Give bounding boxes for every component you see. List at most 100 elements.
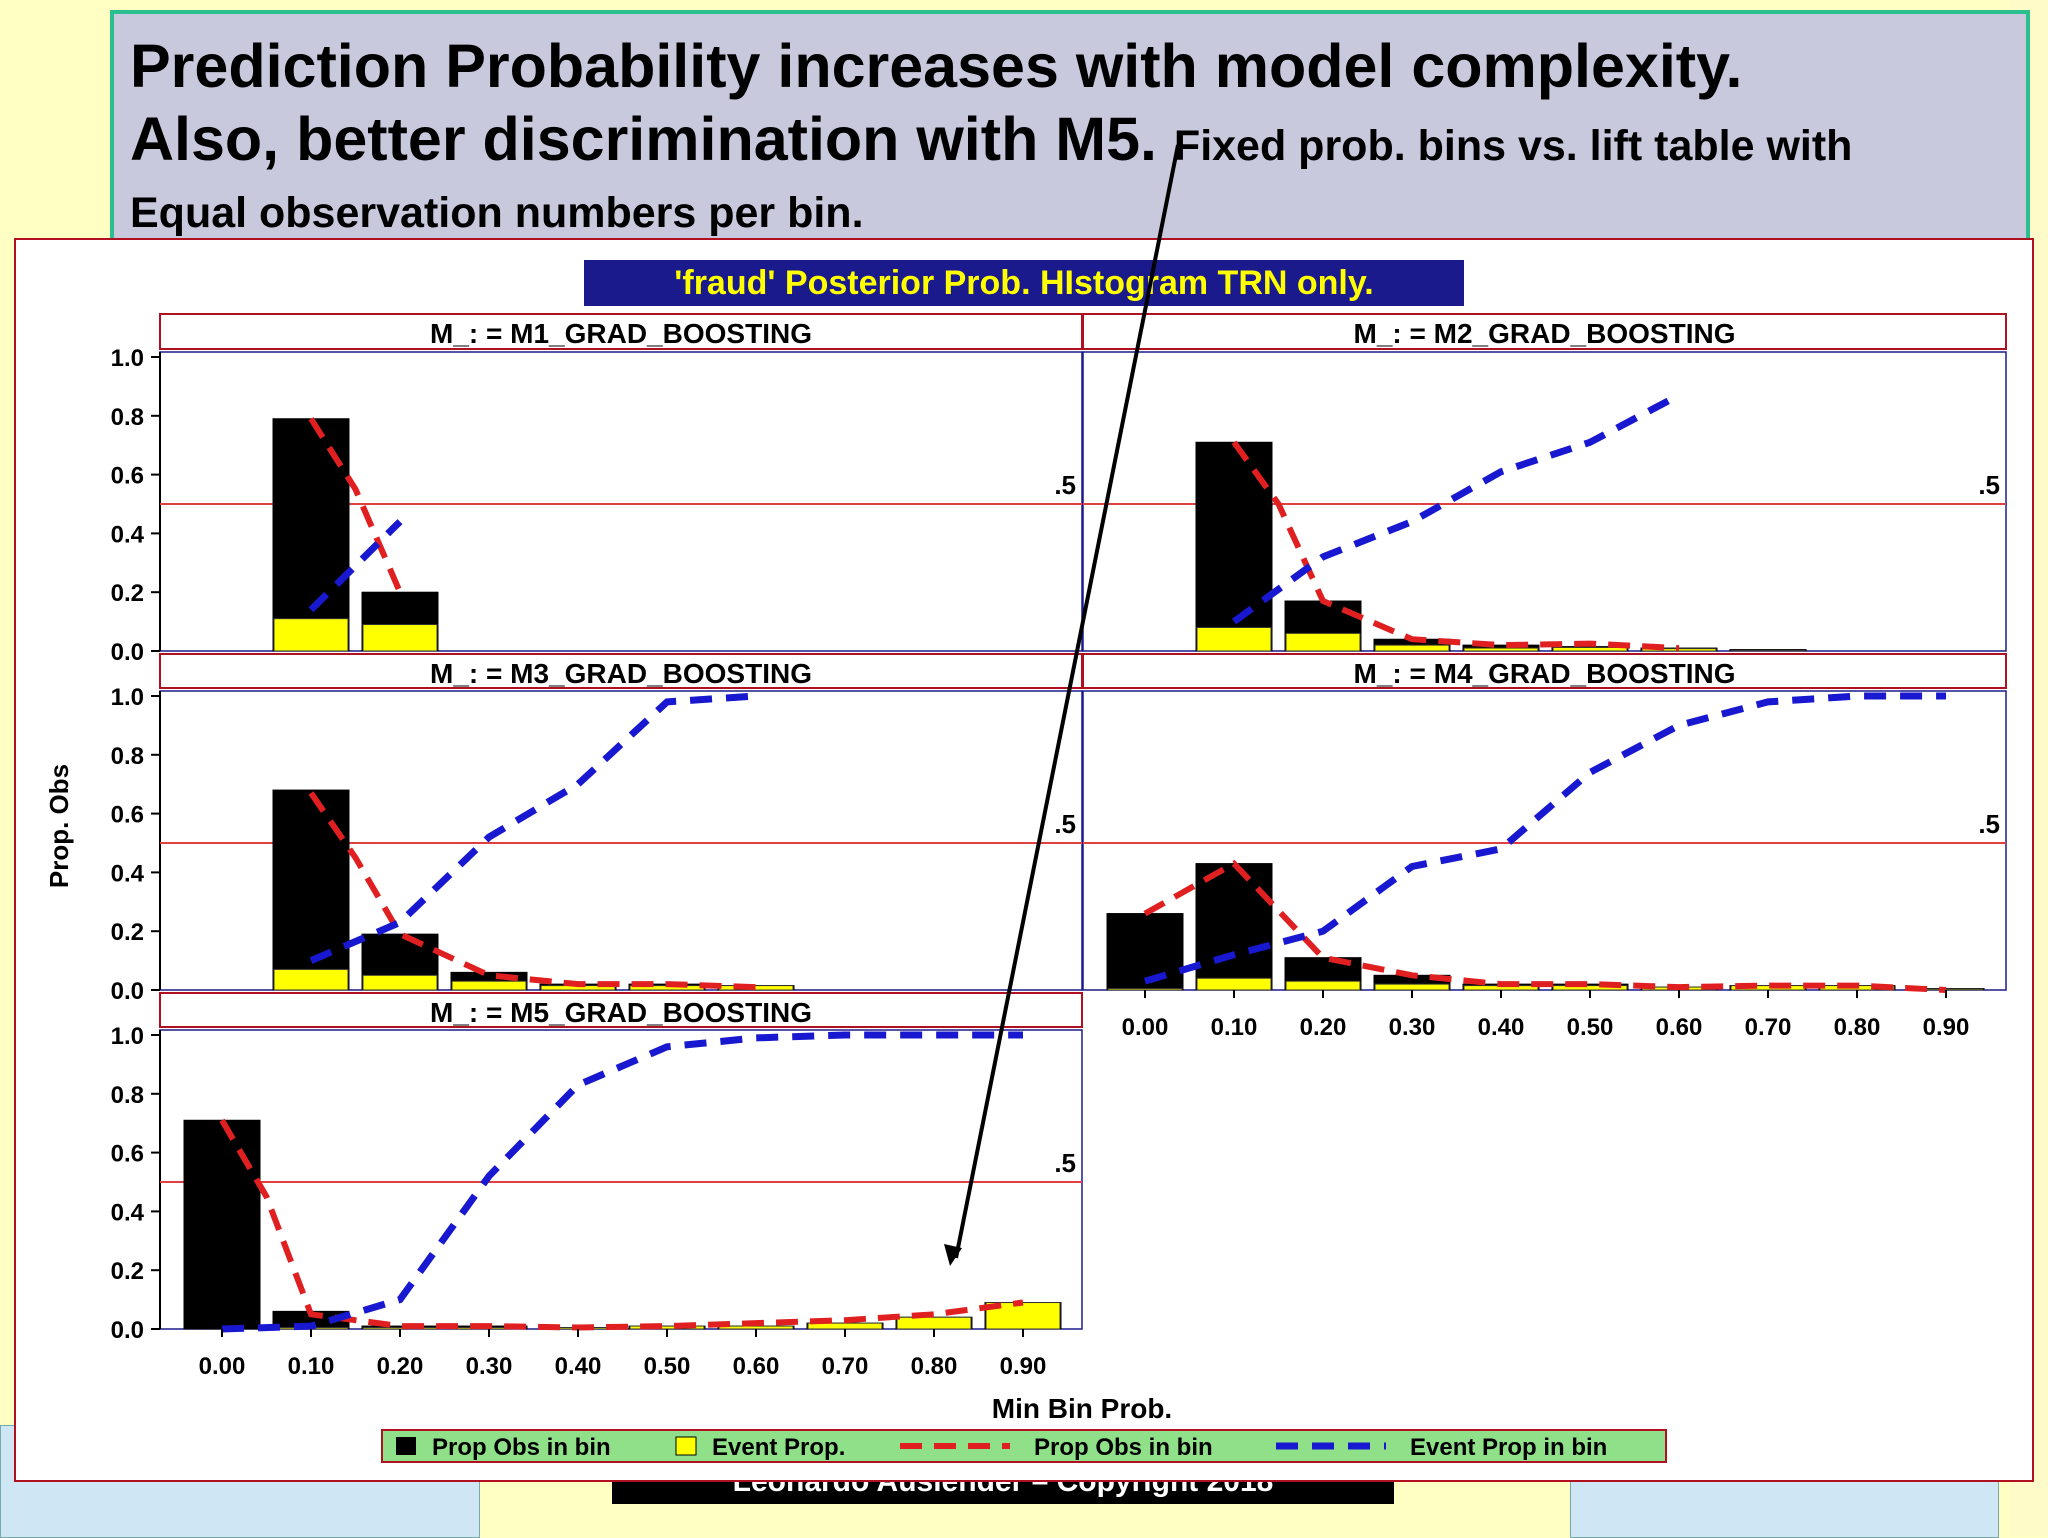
x-tick-label: 0.20	[377, 1353, 424, 1380]
y-tick-label: 0.2	[111, 1258, 144, 1285]
chart-title-group: 'fraud' Posterior Prob. HIstogram TRN on…	[584, 260, 1464, 306]
y-tick-label: 0.2	[111, 919, 144, 946]
bar-event-prop	[1196, 977, 1272, 991]
legend-swatch-event-bar	[675, 1436, 697, 1456]
line-prop-obs	[308, 417, 403, 594]
bar-event-prop	[1374, 983, 1450, 991]
line-event-prop	[1231, 392, 1681, 625]
y-tick-label: 0.6	[111, 463, 144, 490]
y-tick-label: 0.4	[111, 860, 145, 887]
panel-label: M_: = M4_GRAD_BOOSTING	[1354, 658, 1736, 689]
x-tick-label: 0.90	[1923, 1014, 1970, 1041]
arrow-line	[954, 144, 1180, 1259]
heading-line-1: Prediction Probability increases with mo…	[130, 32, 1743, 100]
bar-event-prop	[1285, 980, 1361, 991]
x-tick-label: 0.70	[1745, 1014, 1792, 1041]
panel-label: M_: = M3_GRAD_BOOSTING	[430, 658, 812, 689]
y-tick-label: 1.0	[111, 345, 144, 372]
y-tick-label: 0.0	[111, 978, 144, 1005]
x-tick-label: 0.30	[466, 1353, 513, 1380]
x-tick-label: 0.30	[1389, 1014, 1436, 1041]
y-tick-label: 0.8	[111, 1082, 144, 1109]
panel-plot-area	[159, 1029, 1083, 1330]
legend-label: Event Prop in bin	[1410, 1434, 1607, 1461]
x-tick-label: 0.80	[1834, 1014, 1881, 1041]
panel-3: M_: = M3_GRAD_BOOSTING 0.0 0.2 0.4 0.6 0.8 1.0…	[111, 653, 1083, 1005]
x-tick-label: 0.80	[911, 1353, 958, 1380]
panel-header	[159, 653, 1083, 689]
legend-label: Prop Obs in bin	[1034, 1434, 1213, 1461]
bar-event-prop	[273, 968, 349, 991]
line-prop-obs	[219, 1118, 1024, 1331]
reference-line-label: .5	[1054, 1148, 1076, 1178]
panel-header	[1082, 653, 2007, 689]
x-tick-label: 0.10	[288, 1353, 335, 1380]
x-tick-label: 0.50	[644, 1353, 691, 1380]
chart-title-background	[584, 260, 1464, 306]
y-tick-label: 0.0	[111, 639, 144, 666]
legend-label: Prop Obs in bin	[432, 1434, 611, 1461]
panel-header	[1082, 313, 2007, 350]
x-axis-label: Min Bin Prob.	[992, 1393, 1172, 1424]
bar-prop-obs	[272, 418, 350, 652]
legend: Prop Obs in bin Event Prop. Prop Obs in bi…	[381, 1429, 1667, 1463]
bar-event-prop	[1374, 644, 1450, 652]
y-tick-label: 0.0	[111, 1317, 144, 1344]
bar-event-prop	[362, 974, 438, 991]
bar-prop-obs	[1195, 863, 1273, 991]
x-tick-label: 0.90	[1000, 1353, 1047, 1380]
bar-prop-obs	[183, 1119, 261, 1330]
bar-event-prop	[1107, 988, 1183, 991]
y-tick-label: 1.0	[111, 1023, 144, 1050]
y-tick-label: 0.4	[111, 521, 145, 548]
legend-label: Event Prop.	[712, 1434, 845, 1461]
y-tick-label: 0.8	[111, 743, 144, 770]
bar-event-prop	[1463, 647, 1539, 652]
line-event-prop	[308, 519, 403, 613]
bar-event-prop	[896, 1316, 972, 1330]
panel-label: M_: = M1_GRAD_BOOSTING	[430, 318, 812, 349]
line-event-prop	[1144, 692, 1946, 985]
bar-event-prop	[1552, 646, 1628, 652]
line-prop-obs	[1231, 440, 1680, 652]
reference-line-label: .5	[1054, 809, 1076, 839]
chart-title: 'fraud' Posterior Prob. HIstogram TRN on…	[674, 264, 1373, 302]
panel-4: M_: = M4_GRAD_BOOSTING .5 0.00 0.10 0.20 0.30…	[1082, 653, 2007, 1041]
bar-event-prop	[273, 618, 349, 652]
legend-background	[381, 1429, 1667, 1463]
arrow-head	[944, 1244, 962, 1266]
y-tick-label: 1.0	[111, 684, 144, 711]
bar-prop-obs	[272, 789, 350, 991]
bar-event-prop	[718, 985, 794, 991]
x-tick-label: 0.60	[733, 1353, 780, 1380]
bar-event-prop	[451, 980, 527, 991]
x-tick-label: 0.00	[1122, 1014, 1169, 1041]
x-tick-label: 0.20	[1300, 1014, 1347, 1041]
reference-line-label: .5	[1054, 470, 1076, 500]
heading-line-2-main: Also, better discrimination with M5.	[130, 105, 1157, 173]
x-tick-label: 0.40	[555, 1353, 602, 1380]
heading-line-2-note: Fixed prob. bins vs. lift table with	[1173, 122, 1853, 170]
x-tick-label: 0.40	[1478, 1014, 1525, 1041]
y-tick-label: 0.6	[111, 1141, 144, 1168]
reference-line-label: .5	[1978, 809, 2000, 839]
bar-event-prop	[718, 1325, 794, 1330]
bar-event-prop	[1285, 632, 1361, 652]
line-prop-obs	[1143, 859, 1947, 993]
panel-label: M_: = M2_GRAD_BOOSTING	[1354, 318, 1736, 349]
annotation-arrow	[944, 144, 1180, 1266]
y-tick-label: 0.8	[111, 404, 144, 431]
panel-5: M_: = M5_GRAD_BOOSTING 0.0 0.2 0.4 0.6 0.8 1.0…	[111, 992, 1083, 1380]
bar-event-prop	[1641, 648, 1717, 652]
panel-2: M_: = M2_GRAD_BOOSTING .5	[1082, 313, 2007, 652]
y-tick-label: 0.4	[111, 1199, 145, 1226]
line-event-prop	[221, 1031, 1023, 1333]
y-axis-label: Prop. Obs	[44, 764, 74, 888]
bar-prop-obs	[1106, 913, 1184, 991]
x-tick-label: 0.50	[1567, 1014, 1614, 1041]
line-prop-obs	[308, 791, 757, 991]
y-tick-label: 0.6	[111, 802, 144, 829]
line-event-prop	[309, 692, 757, 964]
reference-line-label: .5	[1978, 470, 2000, 500]
